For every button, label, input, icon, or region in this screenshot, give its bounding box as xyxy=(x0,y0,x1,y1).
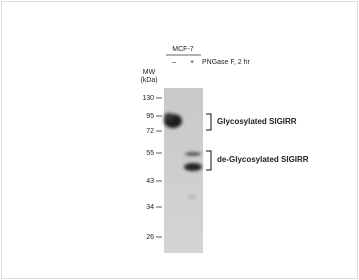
band xyxy=(185,152,201,156)
treatment: PNGase F, 2 hr xyxy=(202,59,251,66)
annotation: de-Glycosylated SIGIRR xyxy=(217,155,309,164)
cell-line: MCF-7 xyxy=(172,46,193,53)
figure: MCF-7 – + PNGase F, 2 hr MW (kDa) 130 95 7… xyxy=(0,0,359,280)
marker-label: 95 xyxy=(146,113,154,120)
marker-label: 130 xyxy=(142,95,154,102)
mw-label: MW xyxy=(143,69,156,76)
marker-label: 34 xyxy=(146,204,154,211)
marker-label: 26 xyxy=(146,234,154,241)
band xyxy=(184,163,202,171)
marker-label: 72 xyxy=(146,128,154,135)
lane-label: – xyxy=(172,59,176,66)
lane-label: + xyxy=(190,59,194,66)
annotation: Glycosylated SIGIRR xyxy=(217,117,297,126)
band xyxy=(164,113,174,121)
band xyxy=(188,196,196,198)
marker-label: 43 xyxy=(146,178,154,185)
mw-unit: (kDa) xyxy=(140,77,157,84)
marker-label: 55 xyxy=(146,150,154,157)
